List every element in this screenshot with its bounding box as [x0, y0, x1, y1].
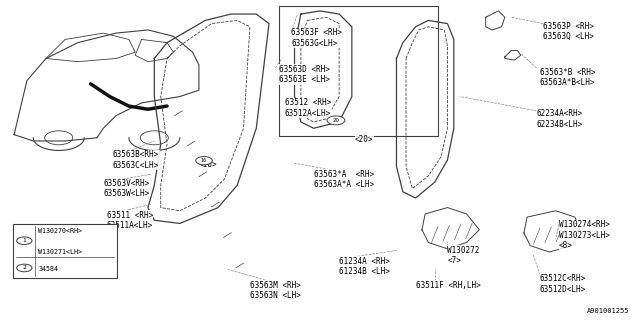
Text: 62234A<RH>
62234B<LH>: 62234A<RH> 62234B<LH>: [537, 109, 583, 129]
Text: 63563*A  <RH>
63563A*A <LH>: 63563*A <RH> 63563A*A <LH>: [314, 170, 374, 189]
Text: W130270<RH>: W130270<RH>: [38, 228, 83, 234]
Text: 63512C<RH>
63512D<LH>: 63512C<RH> 63512D<LH>: [540, 274, 586, 294]
Text: 63563F <RH>
63563G<LH>: 63563F <RH> 63563G<LH>: [291, 28, 342, 48]
Text: 63563M <RH>
63563N <LH>: 63563M <RH> 63563N <LH>: [250, 281, 301, 300]
Text: 63563B<RH>
63563C<LH>: 63563B<RH> 63563C<LH>: [113, 150, 159, 170]
Text: 63563P <RH>
63563Q <LH>: 63563P <RH> 63563Q <LH>: [543, 22, 594, 41]
Text: 63563D <RH>
63563E <LH>: 63563D <RH> 63563E <LH>: [278, 65, 330, 84]
FancyBboxPatch shape: [13, 224, 117, 278]
Text: <16>: <16>: [199, 160, 218, 169]
Text: W130272
<7>: W130272 <7>: [447, 246, 480, 265]
FancyBboxPatch shape: [278, 6, 438, 136]
Circle shape: [327, 116, 345, 125]
Text: 63563V<RH>
63563W<LH>: 63563V<RH> 63563W<LH>: [103, 179, 150, 198]
Text: 63511 <RH>
63511A<LH>: 63511 <RH> 63511A<LH>: [106, 211, 153, 230]
Text: 63512 <RH>
63512A<LH>: 63512 <RH> 63512A<LH>: [285, 98, 332, 117]
Text: W130271<LH>: W130271<LH>: [38, 249, 83, 255]
Text: 2: 2: [22, 266, 26, 270]
Text: W130274<RH>
W130273<LH>
<8>: W130274<RH> W130273<LH> <8>: [559, 220, 610, 250]
Circle shape: [196, 156, 212, 165]
Text: 63511F <RH,LH>: 63511F <RH,LH>: [415, 281, 481, 290]
Text: 16: 16: [201, 158, 207, 164]
Text: A901001255: A901001255: [586, 308, 629, 314]
Text: 63563*B <RH>
63563A*B<LH>: 63563*B <RH> 63563A*B<LH>: [540, 68, 595, 87]
Text: 34584: 34584: [38, 266, 58, 272]
Text: 20: 20: [332, 118, 339, 123]
Circle shape: [17, 237, 32, 244]
Text: 1: 1: [22, 238, 26, 243]
Circle shape: [17, 264, 32, 272]
Text: 61234A <RH>
61234B <LH>: 61234A <RH> 61234B <LH>: [339, 257, 390, 276]
Text: <20>: <20>: [355, 135, 374, 144]
